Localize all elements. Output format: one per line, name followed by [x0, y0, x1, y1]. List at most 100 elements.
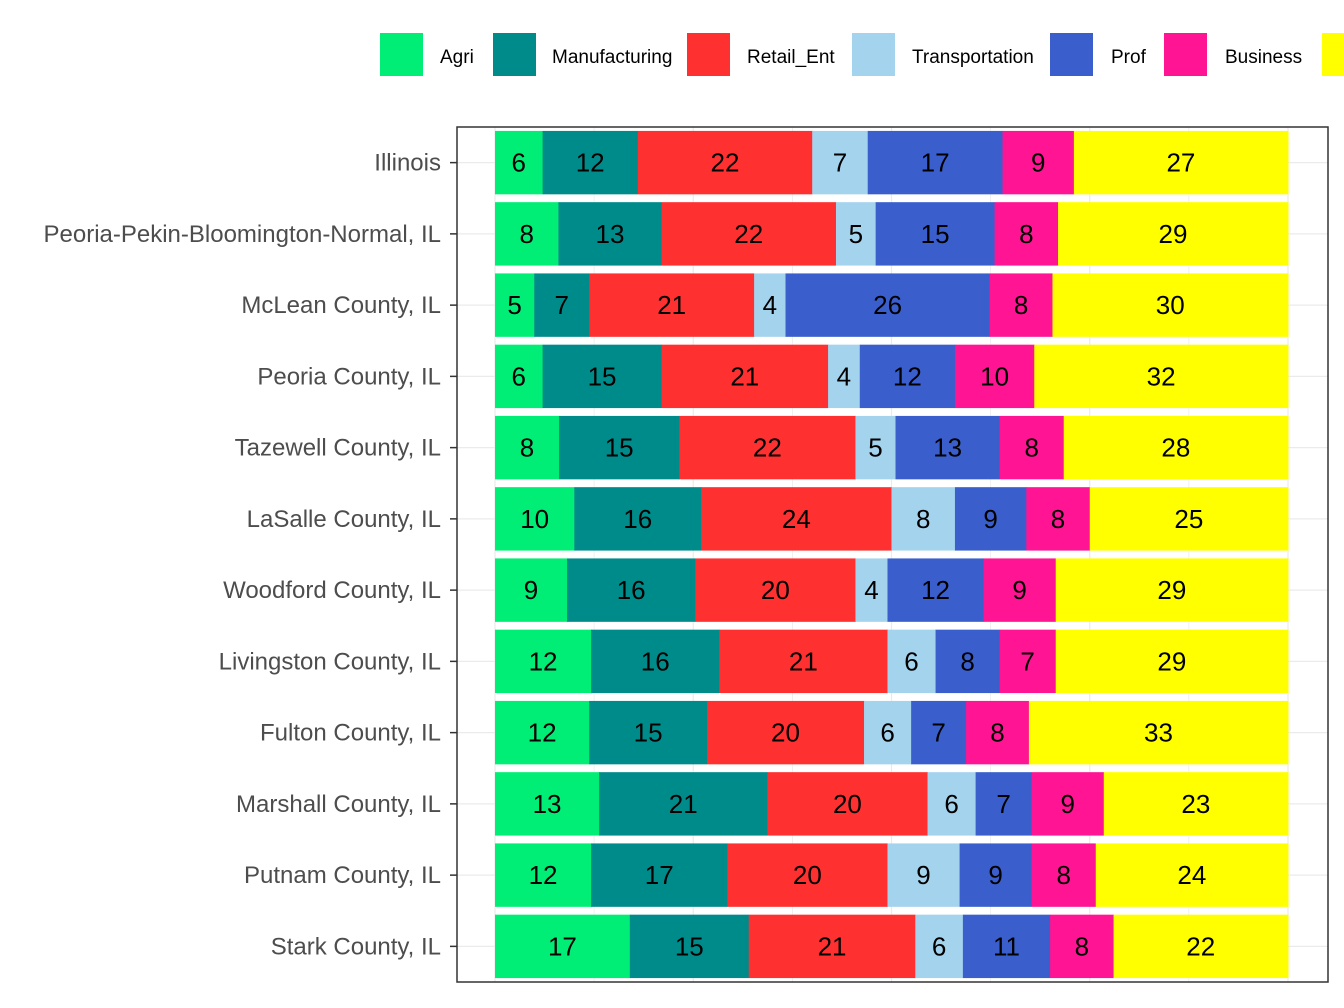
- bar-segment: [542, 344, 663, 409]
- data-label: 5: [868, 433, 882, 463]
- data-label: 16: [623, 504, 652, 534]
- bar-segment: [935, 629, 1001, 694]
- bar-segment: [1052, 273, 1289, 337]
- bar-segment: [927, 772, 977, 836]
- data-label: 20: [771, 718, 800, 748]
- bar-segment: [891, 487, 956, 551]
- bar-segment: [855, 415, 897, 480]
- data-label: 21: [730, 361, 759, 391]
- bar-segment: [1073, 130, 1289, 195]
- bar-segment: [706, 700, 865, 765]
- bars: 6 12 22 7 17 9 27 8 13 22 5 15 8 29 5 7 21 4 26 8 30 6 15 21 4 12…: [495, 130, 1289, 979]
- bar-segment: [495, 914, 631, 979]
- data-label: 8: [1056, 860, 1070, 890]
- data-label: 12: [529, 860, 558, 890]
- bar-segment: [1089, 487, 1289, 551]
- y-tick-label: Peoria-Pekin-Bloomington-Normal, IL: [44, 221, 442, 248]
- bar-segment: [495, 344, 544, 409]
- y-axis: Illinois Peoria-Pekin-Bloomington-Normal,…: [44, 150, 457, 960]
- data-label: 22: [711, 148, 740, 178]
- data-label: 32: [1147, 361, 1176, 391]
- bar-segment: [495, 487, 575, 551]
- plot-panel: 6 12 22 7 17 9 27 8 13 22 5 15 8 29 5 7 21 4 26 8 30 6 15 21 4 12…: [456, 126, 1329, 983]
- data-label: 15: [921, 219, 950, 249]
- bar-segment: [495, 415, 560, 480]
- legend-label: Business: [1225, 47, 1302, 68]
- data-label: 17: [921, 148, 950, 178]
- data-label: 9: [983, 504, 997, 534]
- data-label: 10: [980, 361, 1009, 391]
- data-label: 12: [893, 361, 922, 391]
- bar-segment: [1055, 629, 1289, 694]
- bar-segment: [495, 843, 592, 907]
- data-label: 30: [1156, 290, 1185, 320]
- y-tick-label: Fulton County, IL: [260, 720, 441, 747]
- y-tick-label: Livingston County, IL: [219, 648, 441, 675]
- data-label: 7: [1020, 646, 1034, 676]
- bar-segment: [1028, 700, 1289, 765]
- bar-segment: [558, 202, 663, 266]
- bar-segment: [962, 914, 1051, 979]
- bar-segment: [887, 843, 961, 907]
- data-label: 7: [931, 718, 945, 748]
- data-label: 10: [520, 504, 549, 534]
- y-tick-label: Illinois: [374, 150, 441, 177]
- bar-segment: [812, 130, 869, 195]
- bar-segment: [534, 273, 590, 337]
- bar-segment: [754, 273, 787, 337]
- data-label: 13: [533, 789, 562, 819]
- bar-segment: [599, 772, 768, 836]
- bar-segment: [1063, 415, 1289, 480]
- data-label: 8: [1051, 504, 1065, 534]
- data-label: 12: [921, 575, 950, 605]
- bar-segment: [975, 772, 1033, 836]
- data-label: 4: [837, 361, 851, 391]
- legend-label: Agri: [440, 47, 474, 68]
- data-label: 5: [507, 290, 521, 320]
- data-label: 9: [1012, 575, 1026, 605]
- data-label: 17: [645, 860, 674, 890]
- data-label: 6: [512, 361, 526, 391]
- data-label: 6: [944, 789, 958, 819]
- bar-segment: [867, 130, 1004, 195]
- data-label: 8: [990, 718, 1004, 748]
- bar-segment: [495, 273, 535, 337]
- data-label: 27: [1166, 148, 1195, 178]
- bar-segment: [567, 558, 696, 622]
- bar-segment: [1113, 914, 1289, 979]
- legend-key: [852, 33, 895, 76]
- data-label: 7: [555, 290, 569, 320]
- bar-segment: [828, 344, 861, 409]
- data-label: 21: [669, 789, 698, 819]
- data-label: 11: [993, 931, 1020, 961]
- data-label: 20: [833, 789, 862, 819]
- legend-key: [1164, 33, 1207, 76]
- bar-segment: [911, 700, 967, 765]
- bar-segment: [1055, 558, 1289, 622]
- data-label: 9: [1031, 148, 1045, 178]
- legend-label: Retail_Ent: [747, 47, 835, 68]
- data-label: 15: [675, 931, 704, 961]
- y-tick-label: Peoria County, IL: [257, 363, 441, 390]
- data-label: 29: [1157, 575, 1186, 605]
- legend-key: [380, 33, 423, 76]
- bar-segment: [748, 914, 916, 979]
- data-label: 9: [524, 575, 538, 605]
- legend: Agri Manufacturing Retail_Ent Transportatio…: [380, 33, 1344, 76]
- bar-segment: [542, 130, 639, 195]
- data-label: 28: [1161, 433, 1190, 463]
- bar-segment: [495, 629, 592, 694]
- bar-segment: [574, 487, 702, 551]
- bar-segment: [1031, 843, 1097, 907]
- bar-segment: [661, 202, 837, 266]
- bar-segment: [887, 629, 937, 694]
- bar-segment: [966, 700, 1030, 765]
- data-label: 4: [763, 290, 777, 320]
- bar-segment: [1026, 487, 1091, 551]
- bar-segment: [701, 487, 892, 551]
- bar-segment: [954, 487, 1027, 551]
- bar-segment: [1058, 202, 1289, 266]
- bar-segment: [661, 344, 829, 409]
- data-label: 7: [833, 148, 847, 178]
